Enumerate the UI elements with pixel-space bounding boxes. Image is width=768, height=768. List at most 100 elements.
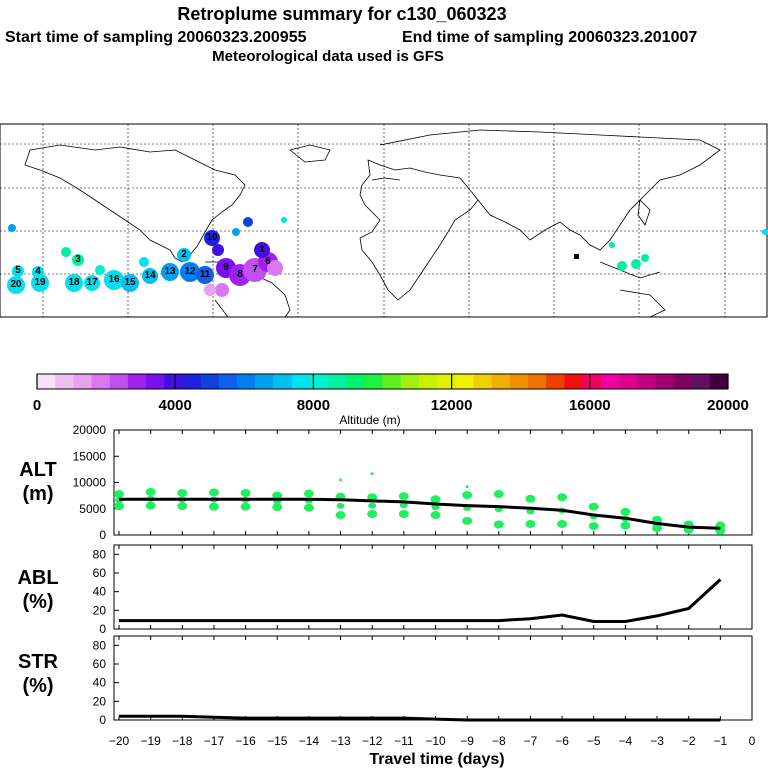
- alt-point-upper: [620, 507, 631, 516]
- abl-panel-unit: (%): [22, 591, 53, 613]
- str-panel-unit: (%): [22, 675, 53, 697]
- y-tick-label: 0: [99, 528, 106, 542]
- y-tick-label: 40: [93, 676, 107, 690]
- alt-point-upper: [588, 502, 599, 511]
- x-tick-label: −17: [204, 734, 225, 748]
- alt-panel-unit: (m): [22, 483, 53, 505]
- colorbar-tick-label: 12000: [431, 397, 473, 414]
- colorbar-tick-label: 16000: [569, 397, 611, 414]
- colorbar-cell: [600, 374, 620, 389]
- alt-point-upper: [272, 491, 283, 500]
- met-data-label: Meteorological data used is GFS: [212, 48, 444, 65]
- colorbar-cell: [527, 374, 547, 389]
- alt-point-lower: [145, 501, 156, 510]
- plume-day-label: 18: [68, 277, 80, 288]
- plume-day-label: 2: [181, 249, 187, 260]
- abl-line: [119, 578, 722, 623]
- alt-point-outlier: [370, 472, 374, 476]
- plume-day-label: 12: [184, 266, 196, 277]
- abl-panel-label: ABL: [17, 567, 58, 589]
- alt-point-upper: [177, 489, 188, 497]
- colorbar-cell: [237, 374, 256, 389]
- abl-panel: ABL (%) 80 60 40 20 0: [17, 544, 753, 636]
- colorbar-cell: [691, 374, 711, 389]
- colorbar-cell: [73, 374, 93, 389]
- colorbar-cell: [546, 374, 565, 389]
- plume-day-label: 3: [75, 254, 81, 265]
- colorbar-cell: [291, 374, 311, 389]
- alt-median-line: [119, 497, 721, 530]
- alt-point-lower: [177, 502, 188, 511]
- alt-point-lower: [462, 516, 473, 525]
- end-time-label: End time of sampling 20060323.201007: [402, 29, 697, 46]
- x-tick-label: −8: [492, 734, 506, 748]
- alt-point-upper: [303, 489, 314, 498]
- alt-point-upper: [240, 489, 251, 497]
- y-tick-label: 20000: [73, 423, 107, 437]
- alt-panel-label: ALT: [19, 459, 56, 481]
- colorbar-cell: [637, 374, 656, 389]
- y-tick-label: 80: [93, 638, 107, 652]
- colorbar-cell: [655, 374, 674, 389]
- alt-point-lower: [303, 503, 314, 512]
- colorbar-cell: [418, 374, 438, 389]
- colorbar-cell: [673, 374, 693, 389]
- plume-day-label: 19: [34, 277, 46, 288]
- alt-point-lower: [335, 511, 346, 520]
- x-tick-label: −10: [425, 734, 446, 748]
- plume-day-label: 15: [124, 277, 136, 288]
- alt-point-upper: [430, 495, 441, 504]
- y-tick-label: 10000: [73, 476, 107, 490]
- alt-point-mid: [368, 502, 377, 509]
- colorbar-tick-label: 20000: [707, 397, 749, 414]
- x-tick-label: −18: [172, 734, 193, 748]
- alt-point-upper: [114, 490, 124, 499]
- colorbar-cell: [218, 374, 238, 389]
- alt-point-upper: [462, 491, 473, 500]
- alt-point-lower: [620, 521, 631, 530]
- alt-point-lower: [430, 511, 441, 520]
- plume-day-label: 1: [259, 244, 265, 255]
- colorbar-cell: [91, 374, 111, 389]
- colorbar-cell: [473, 374, 493, 389]
- colorbar-cell: [618, 374, 638, 389]
- plume-day-label: 11: [200, 269, 211, 280]
- y-tick-label: 60: [93, 566, 107, 580]
- x-axis: −20 −19 −18 −17 −16 −15 −14 −13 −12 −11 −10 −9 −8 −7−…: [109, 734, 756, 748]
- colorbar-tick-label: 0: [33, 397, 41, 414]
- colorbar-cell: [437, 374, 456, 389]
- colorbar-cell: [327, 374, 347, 389]
- plume-day-label: 4: [35, 266, 41, 277]
- plume-clusters: [7, 217, 768, 297]
- x-tick-label: −4: [619, 734, 633, 748]
- colorbar-cell: [309, 374, 329, 389]
- alt-point-upper: [208, 488, 219, 497]
- alt-point-outlier: [465, 485, 469, 489]
- x-tick-label: −20: [109, 734, 130, 748]
- x-tick-label: −12: [362, 734, 383, 748]
- x-tick-label: −5: [587, 734, 601, 748]
- y-tick-label: 40: [93, 585, 107, 599]
- colorbar-cell: [109, 374, 129, 389]
- colorbar-cell: [255, 374, 274, 389]
- x-tick-label: −16: [235, 734, 256, 748]
- colorbar-cell: [127, 374, 147, 389]
- alt-point-upper: [493, 490, 504, 499]
- x-tick-label: 0: [749, 734, 756, 748]
- alt-point-upper: [398, 492, 409, 501]
- colorbar-cell: [509, 374, 529, 389]
- alt-point-upper: [367, 493, 378, 502]
- colorbar-cell: [146, 374, 165, 389]
- colorbar-cell: [55, 374, 74, 389]
- coastlines: [24, 129, 721, 318]
- alt-point-upper: [145, 487, 156, 496]
- map-graticule: [0, 124, 767, 317]
- y-tick-label: 60: [93, 657, 107, 671]
- plume-day-label: 14: [144, 270, 156, 281]
- world-map: 20 19 18 17 16 15 14 13 12 11 10 98 76 5 4 3 2 1: [0, 123, 768, 318]
- colorbar-cell: [182, 374, 202, 389]
- y-tick-label: 0: [99, 622, 106, 636]
- plume-day-label: 20: [10, 279, 22, 290]
- x-tick-label: −9: [460, 734, 474, 748]
